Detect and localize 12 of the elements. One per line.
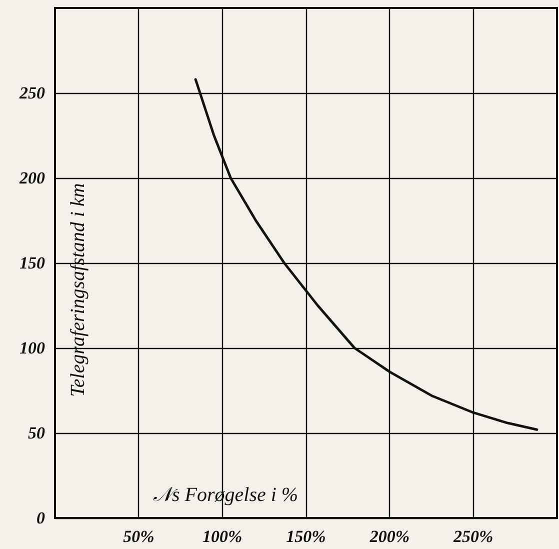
y-tick-label: 0 xyxy=(36,508,46,528)
x-tick-label: 200% xyxy=(368,527,410,546)
y-tick-label: 100 xyxy=(20,338,46,358)
y-tick-label: 250 xyxy=(18,84,46,102)
y-tick-label: 150 xyxy=(20,254,46,272)
x-tick-label: 150% xyxy=(286,527,326,546)
x-tick-label: 50% xyxy=(123,527,154,546)
x-tick-label: 100% xyxy=(202,527,242,546)
y-tick-label: 50 xyxy=(28,424,46,442)
y-axis-title: Telegraferingsafstand i km xyxy=(67,183,89,397)
y-tick-label: 200 xyxy=(18,168,46,188)
x-tick-label: 250% xyxy=(452,527,494,546)
